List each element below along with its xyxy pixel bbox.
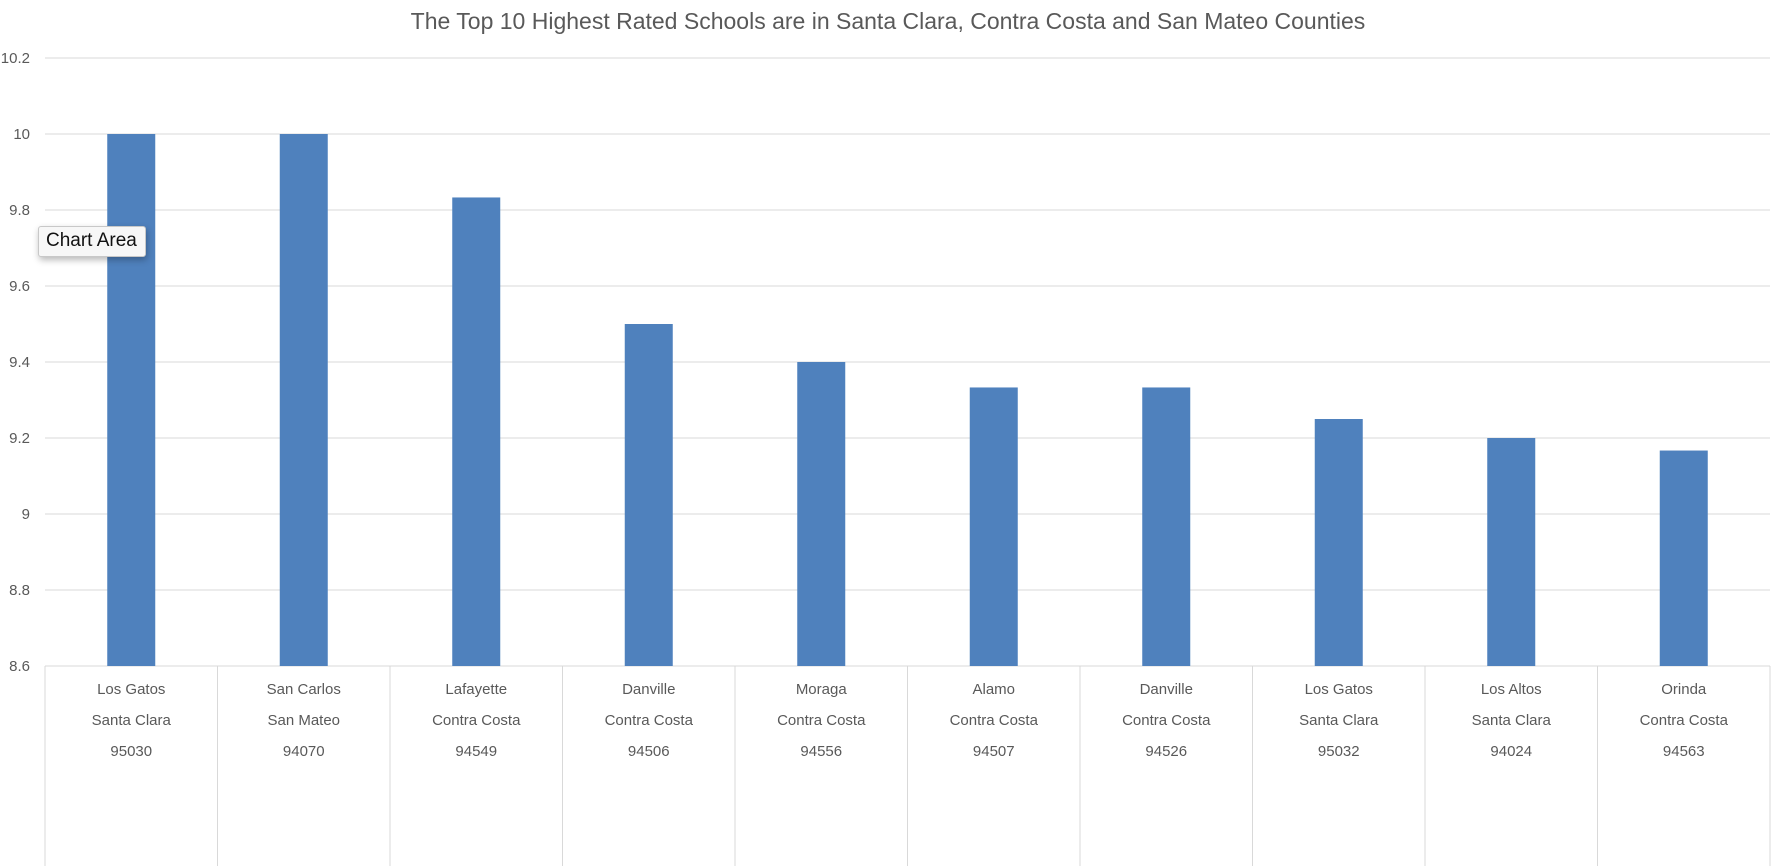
category-county-label: Contra Costa — [950, 712, 1039, 729]
category-county-label: Contra Costa — [1640, 712, 1729, 729]
chart-area-tooltip: Chart Area — [38, 226, 146, 257]
bar[interactable] — [797, 362, 846, 666]
category-county-label: Contra Costa — [605, 712, 694, 729]
bar[interactable] — [624, 324, 673, 666]
gridlines — [45, 57, 1770, 667]
category-zip-label: 94507 — [973, 743, 1015, 760]
bar[interactable] — [452, 197, 501, 666]
category-city-label: Los Gatos — [97, 681, 165, 698]
bar[interactable] — [1659, 450, 1708, 666]
category-zip-label: 95030 — [110, 743, 152, 760]
category-city-label: Danville — [622, 681, 675, 698]
bar[interactable] — [1142, 387, 1191, 666]
category-zip-label: 94506 — [628, 743, 670, 760]
category-county-label: Santa Clara — [92, 712, 172, 729]
y-tick-label: 10 — [13, 126, 30, 143]
y-tick-label: 9.8 — [9, 202, 30, 219]
bar[interactable] — [1314, 419, 1363, 666]
category-city-label: Moraga — [796, 681, 848, 698]
bars[interactable] — [107, 134, 1708, 666]
category-city-label: Los Gatos — [1305, 681, 1373, 698]
category-zip-label: 94556 — [800, 743, 842, 760]
y-tick-label: 9.6 — [9, 278, 30, 295]
category-county-label: Contra Costa — [1122, 712, 1211, 729]
category-county-label: San Mateo — [267, 712, 340, 729]
category-county-label: Santa Clara — [1299, 712, 1379, 729]
category-axis: Los Gatos Santa Clara 95030 San Carlos San M… — [44, 666, 1771, 866]
category-city-label: Alamo — [972, 681, 1015, 698]
bar[interactable] — [969, 387, 1018, 666]
category-city-label: Orinda — [1661, 681, 1707, 698]
bar[interactable] — [107, 134, 156, 666]
y-axis-tick-labels: 8.6 8.8 9 9.2 9.4 9.6 9.8 10 10.2 — [1, 50, 30, 675]
category-county-label: Contra Costa — [432, 712, 521, 729]
category-zip-label: 94549 — [455, 743, 497, 760]
y-tick-label: 10.2 — [1, 50, 30, 67]
category-county-label: Santa Clara — [1472, 712, 1552, 729]
category-city-label: Los Altos — [1481, 681, 1542, 698]
chart-title: The Top 10 Highest Rated Schools are in … — [411, 8, 1366, 34]
category-city-label: San Carlos — [267, 681, 341, 698]
y-tick-label: 9.4 — [9, 354, 30, 371]
y-tick-label: 8.6 — [9, 658, 30, 675]
bar[interactable] — [1487, 438, 1536, 666]
category-zip-label: 94563 — [1663, 743, 1705, 760]
category-zip-label: 94070 — [283, 743, 325, 760]
category-county-label: Contra Costa — [777, 712, 866, 729]
y-tick-label: 8.8 — [9, 582, 30, 599]
y-tick-label: 9 — [22, 506, 30, 523]
category-zip-label: 94024 — [1490, 743, 1532, 760]
category-zip-label: 95032 — [1318, 743, 1360, 760]
category-city-label: Danville — [1140, 681, 1193, 698]
category-zip-label: 94526 — [1145, 743, 1187, 760]
bar[interactable] — [279, 134, 328, 666]
category-city-label: Lafayette — [445, 681, 507, 698]
y-tick-label: 9.2 — [9, 430, 30, 447]
